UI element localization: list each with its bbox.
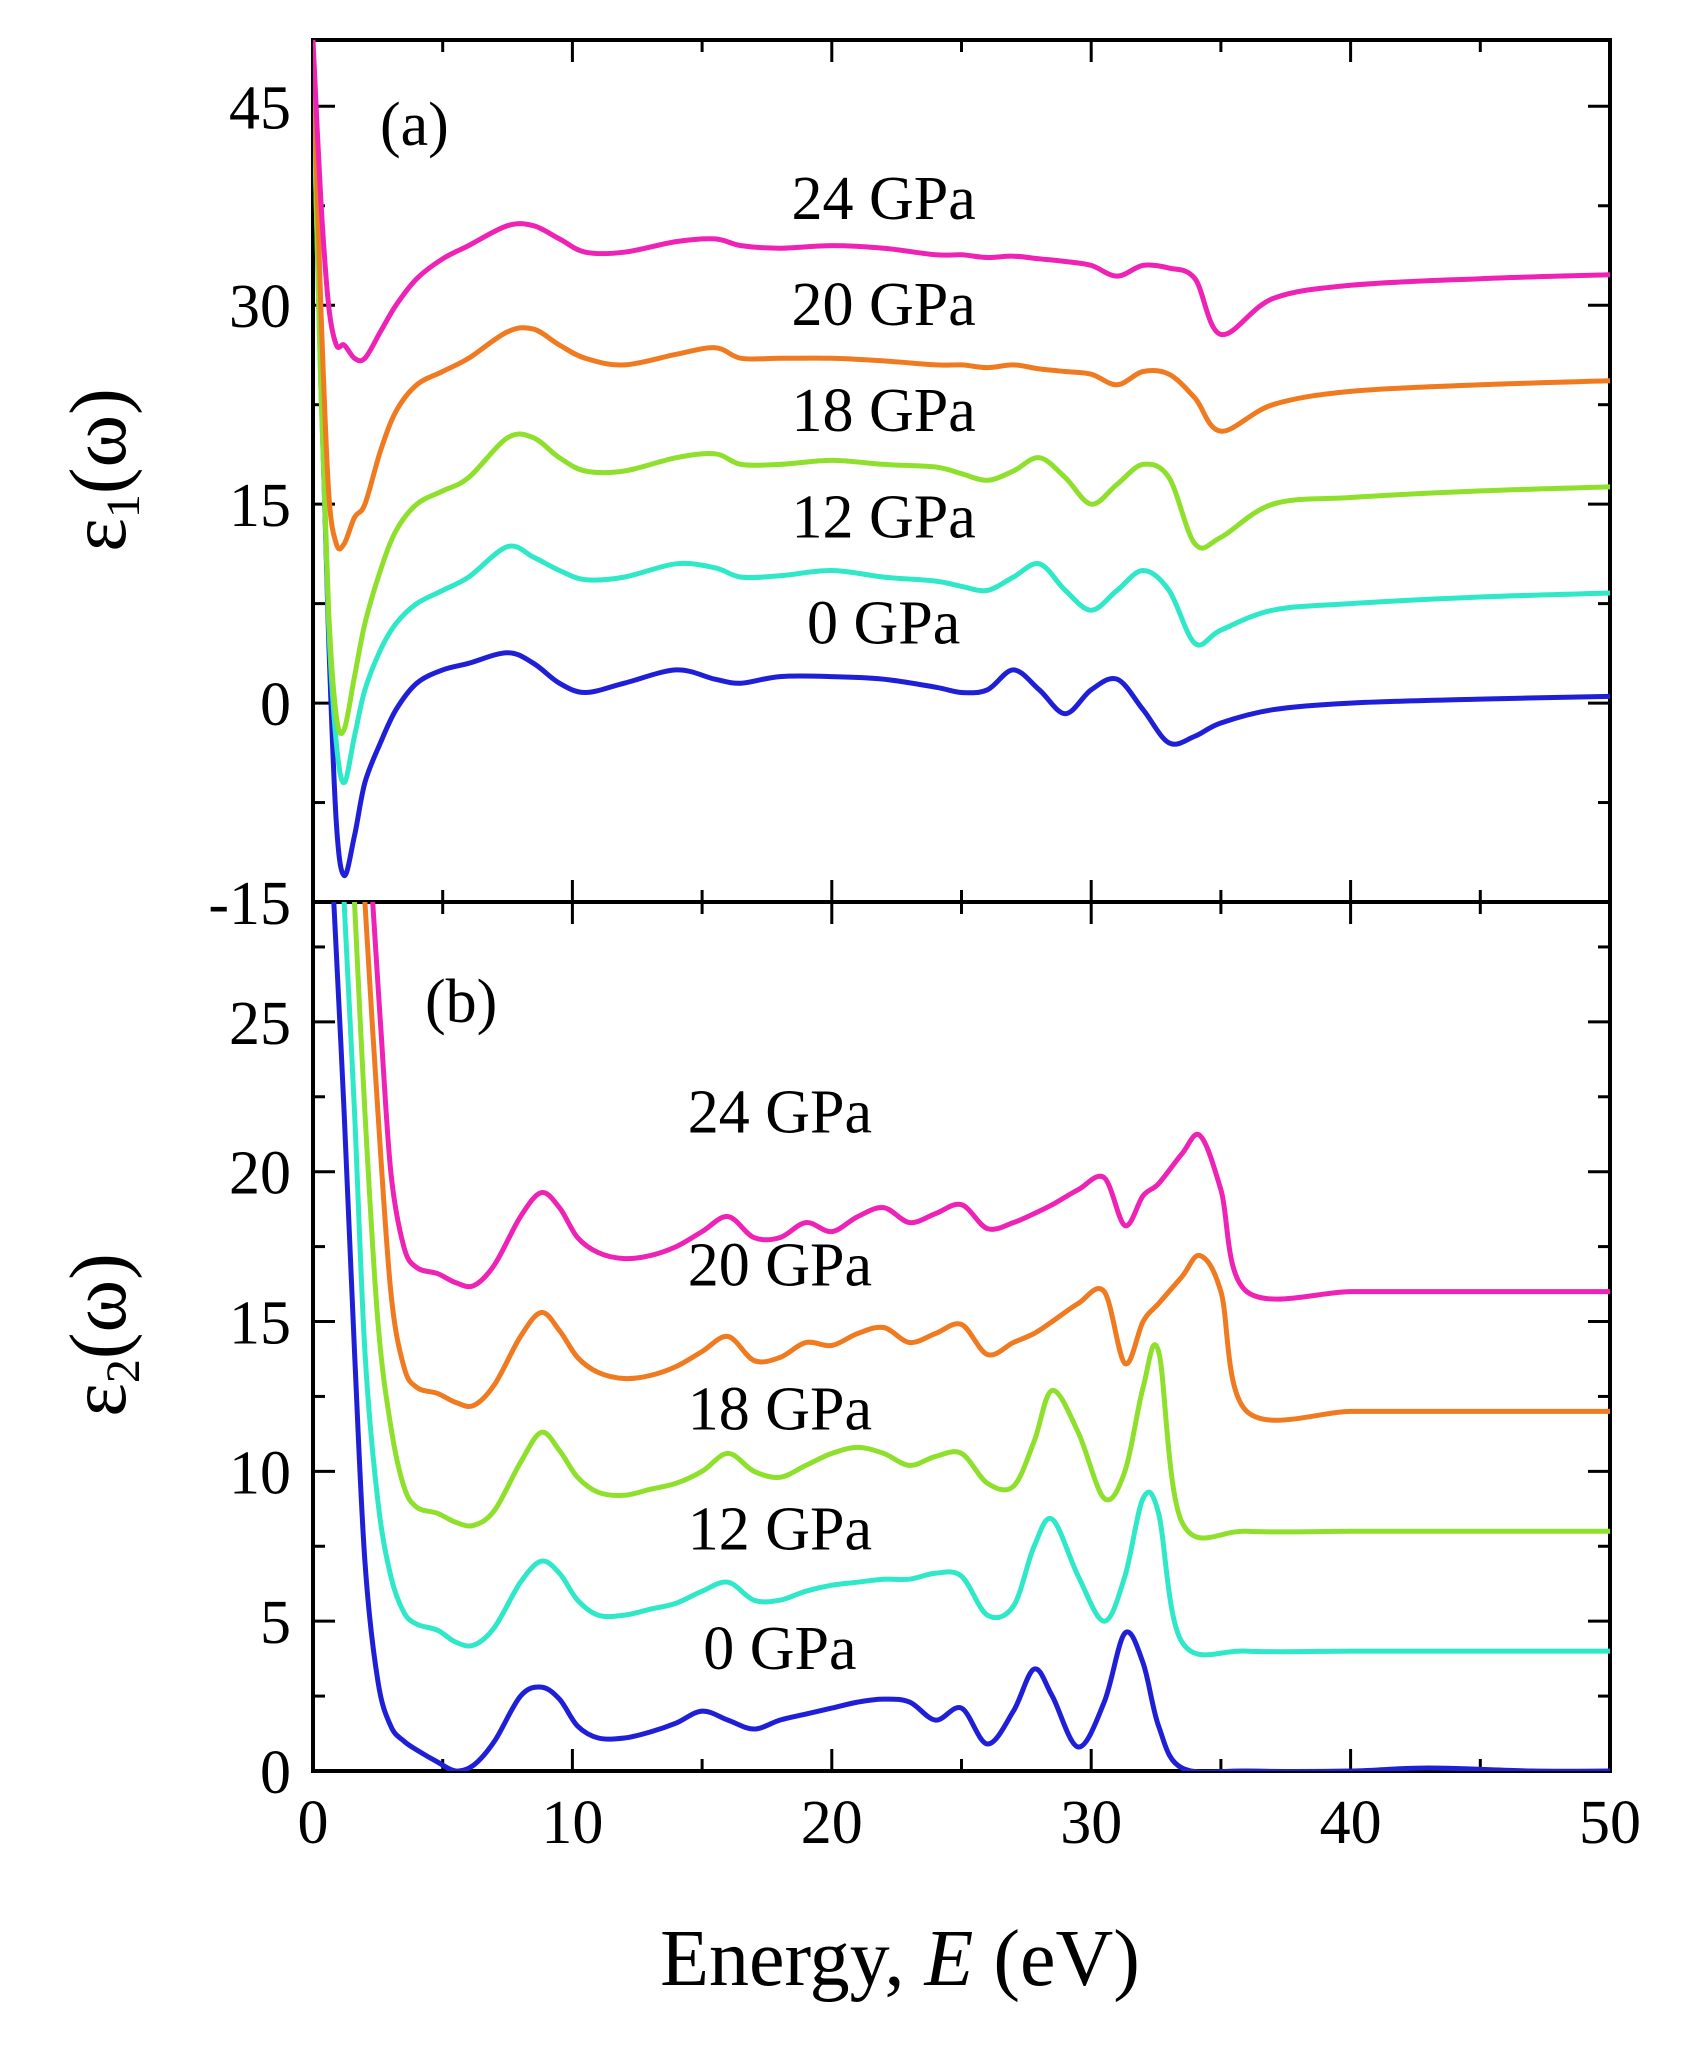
- panel-a-y-tick-label: 30: [229, 273, 291, 341]
- panel-b-series-label: 24 GPa: [688, 1079, 872, 1147]
- panel-b: 0 10 20 30 40 50 0 5 10 15 20 25 0 GPa 12 GPa 18 GPa 2…: [55, 900, 1641, 2003]
- x-tick-label: 30: [1060, 1789, 1122, 1857]
- panel-a-y-tick-label: -15: [208, 870, 291, 938]
- panel-a-series-label: 0 GPa: [807, 589, 960, 657]
- panel-b-series-line: [341, 902, 1610, 1658]
- panel-a-series-label: 18 GPa: [792, 377, 976, 445]
- panel-b-curves: [331, 902, 1610, 1771]
- panel-b-frame: [311, 900, 1612, 1773]
- panel-b-y-tick-label: 10: [229, 1439, 291, 1507]
- x-tick-label: 20: [801, 1789, 863, 1857]
- panel-a-series-line: [313, 64, 1610, 737]
- panel-b-y-tick-label: 25: [229, 990, 291, 1058]
- panel-b-ticks: 0 10 20 30 40 50 0 5 10 15 20 25: [229, 902, 1641, 1857]
- panel-b-series-line: [352, 902, 1610, 1541]
- panel-b-y-axis-title: ε2(ω): [55, 1253, 150, 1417]
- panel-a-series-label: 20 GPa: [792, 271, 976, 339]
- panel-b-y-tick-label: 0: [260, 1739, 291, 1807]
- panel-a-y-tick-label: 15: [229, 472, 291, 540]
- x-tick-label: 40: [1320, 1789, 1382, 1857]
- x-tick-label: 0: [298, 1789, 329, 1857]
- panel-b-series-label: 0 GPa: [703, 1615, 856, 1683]
- panel-a-series-line: [313, 64, 1610, 879]
- panel-a-series-line: [313, 50, 1610, 552]
- x-tick-label: 10: [541, 1789, 603, 1857]
- panel-a-ticks: -15 0 15 30 45: [208, 40, 1612, 938]
- panel-b-series-label: 18 GPa: [688, 1375, 872, 1443]
- panel-b-y-tick-label: 15: [229, 1290, 291, 1358]
- x-axis-title: Energy, E (eV): [660, 1915, 1140, 2003]
- panel-a: -15 0 15 30 45 0 GPa 12 GPa 18 GPa 20 GPa 24 GPa…: [55, 38, 1612, 938]
- panel-b-series-label: 20 GPa: [688, 1232, 872, 1300]
- panel-b-series-line: [370, 902, 1610, 1302]
- panel-a-label: (a): [380, 91, 449, 159]
- panel-a-series-label: 24 GPa: [792, 165, 976, 233]
- panel-b-series-labels: 0 GPa 12 GPa 18 GPa 20 GPa 24 GPa: [688, 1079, 872, 1683]
- x-tick-label: 50: [1579, 1789, 1641, 1857]
- panel-a-series-line: [313, 40, 1610, 364]
- panel-a-y-axis-title: ε1(ω): [55, 388, 150, 552]
- panel-b-y-tick-label: 5: [260, 1589, 291, 1657]
- panel-b-y-tick-label: 20: [229, 1140, 291, 1208]
- panel-a-curves: [313, 40, 1610, 879]
- panel-a-series-labels: 0 GPa 12 GPa 18 GPa 20 GPa 24 GPa: [792, 165, 976, 657]
- panel-b-series-label: 12 GPa: [688, 1495, 872, 1563]
- panel-b-series-line: [362, 902, 1610, 1423]
- panel-b-label: (b): [425, 968, 497, 1036]
- panel-a-y-tick-label: 0: [260, 671, 291, 739]
- panel-a-series-line: [313, 64, 1610, 786]
- panel-a-series-label: 12 GPa: [792, 483, 976, 551]
- panel-b-series-line: [331, 902, 1610, 1771]
- panel-a-y-tick-label: 45: [229, 74, 291, 142]
